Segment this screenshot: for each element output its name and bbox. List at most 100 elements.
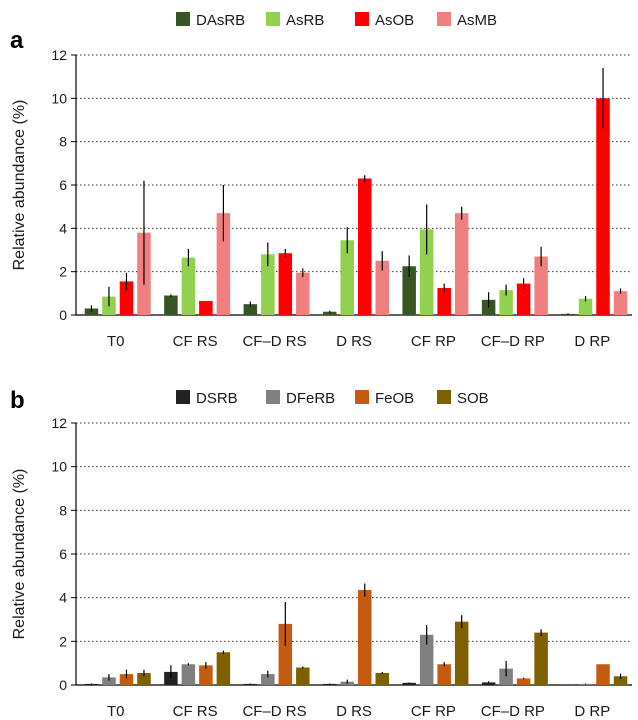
- bar: [216, 652, 231, 685]
- x-tick-label: CF RS: [173, 333, 218, 350]
- legend-swatch: [176, 390, 190, 404]
- bar: [137, 672, 151, 685]
- legend-label: AsRB: [286, 12, 324, 29]
- bar: [375, 672, 389, 685]
- y-tick-label: 6: [59, 177, 67, 193]
- y-axis-title: Relative abundance (%): [11, 100, 28, 271]
- bar: [119, 281, 134, 315]
- legend-swatch: [355, 12, 369, 26]
- bar: [419, 634, 434, 685]
- legend-label: FeOB: [375, 390, 414, 407]
- x-tick-label: CF–D RP: [481, 333, 545, 350]
- y-tick-label: 8: [59, 502, 67, 518]
- x-tick-label: D RP: [574, 333, 610, 350]
- bar: [613, 676, 628, 685]
- legend-swatch: [437, 390, 451, 404]
- legend-swatch: [266, 12, 280, 26]
- bar: [243, 683, 258, 685]
- legend-swatch: [437, 12, 451, 26]
- bar: [578, 683, 593, 685]
- bar: [358, 178, 372, 315]
- bar: [596, 98, 610, 315]
- bar: [323, 311, 337, 315]
- x-tick-label: D RS: [336, 333, 372, 350]
- legend-label: DFeRB: [286, 390, 335, 407]
- panel-letter: a: [10, 27, 24, 54]
- x-tick-label: T0: [107, 333, 125, 350]
- x-tick-label: CF RP: [411, 333, 456, 350]
- x-tick-label: CF–D RS: [242, 333, 306, 350]
- bar: [481, 299, 496, 315]
- legend: DSRB DFeRB FeOB SOB: [176, 390, 489, 407]
- bar: [199, 665, 213, 685]
- y-tick-label: 0: [59, 677, 67, 693]
- bar: [296, 667, 310, 685]
- legend-label: DAsRB: [196, 12, 245, 29]
- panel-a: a DAsRB AsRB AsOB AsMB 0 2 4 6 8 10 12 Relative abun…: [10, 12, 632, 350]
- bar: [358, 590, 372, 685]
- panel-b: b DSRB DFeRB FeOB SOB 0 2 4 6 8 10 12 Relative abund…: [10, 387, 632, 720]
- bar: [323, 683, 337, 685]
- bar: [596, 664, 610, 685]
- bar: [516, 283, 531, 315]
- bar: [534, 632, 548, 685]
- panel-letter: b: [10, 387, 25, 414]
- x-tick-label: D RP: [574, 703, 610, 720]
- bar: [181, 664, 196, 685]
- x-tick-label: CF RS: [173, 703, 218, 720]
- bar: [375, 260, 389, 315]
- x-tick-label: CF–D RP: [481, 703, 545, 720]
- bar: [578, 298, 593, 315]
- y-tick-label: 12: [51, 47, 67, 63]
- y-tick-label: 10: [51, 459, 67, 475]
- legend-label: AsOB: [375, 12, 414, 29]
- x-tick-label: CF RP: [411, 703, 456, 720]
- bar: [84, 683, 99, 685]
- legend-label: SOB: [457, 390, 489, 407]
- y-tick-label: 2: [59, 264, 67, 280]
- legend-label: DSRB: [196, 390, 238, 407]
- bar: [102, 677, 116, 685]
- bar: [534, 256, 548, 315]
- y-tick-label: 6: [59, 546, 67, 562]
- legend-swatch: [176, 12, 190, 26]
- bar: [216, 213, 231, 315]
- bar: [454, 621, 469, 685]
- bar: [340, 240, 354, 315]
- bar: [454, 213, 469, 315]
- bar: [164, 295, 178, 315]
- bar: [243, 304, 258, 315]
- x-tick-label: T0: [107, 703, 125, 720]
- bar: [499, 668, 513, 685]
- x-tick-label: CF–D RS: [242, 703, 306, 720]
- y-tick-label: 4: [59, 220, 67, 236]
- y-tick-label: 12: [51, 415, 67, 431]
- y-tick-label: 2: [59, 633, 67, 649]
- y-axis-title: Relative abundance (%): [11, 469, 28, 640]
- bar: [437, 287, 451, 315]
- legend: DAsRB AsRB AsOB AsMB: [176, 12, 497, 29]
- bar: [296, 272, 310, 315]
- legend-swatch: [355, 390, 369, 404]
- bar: [261, 254, 275, 315]
- bar: [278, 623, 293, 685]
- bar: [437, 664, 451, 685]
- bar: [199, 300, 213, 315]
- legend-label: AsMB: [457, 12, 497, 29]
- y-tick-label: 0: [59, 307, 67, 323]
- bar: [499, 290, 513, 315]
- y-tick-label: 10: [51, 90, 67, 106]
- bar: [181, 257, 196, 315]
- bar: [613, 291, 628, 315]
- bar: [516, 678, 531, 685]
- bar: [261, 674, 275, 685]
- bar: [561, 684, 575, 686]
- x-tick-label: D RS: [336, 703, 372, 720]
- bar: [402, 682, 416, 685]
- bar: [419, 229, 434, 315]
- bar: [119, 674, 134, 685]
- bar: [278, 253, 293, 315]
- y-tick-label: 8: [59, 134, 67, 150]
- bar: [481, 682, 496, 685]
